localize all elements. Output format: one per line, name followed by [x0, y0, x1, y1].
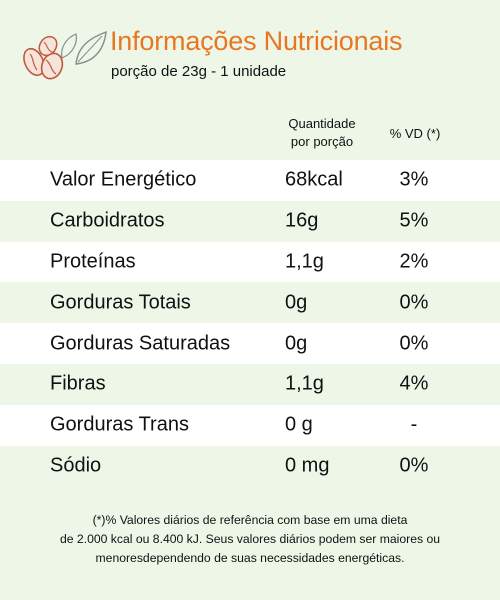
- nutrient-quantity: 0g: [285, 291, 308, 314]
- nutrient-quantity: 68kcal: [285, 168, 343, 191]
- nutrient-name: Proteínas: [50, 250, 136, 273]
- nutrient-daily-value: -: [410, 413, 418, 436]
- nutrient-name: Sódio: [50, 454, 102, 477]
- table-row: Gorduras Saturadas 0g 0%: [0, 323, 500, 364]
- nutrient-daily-value: 0%: [399, 332, 429, 355]
- nutrient-quantity: 0g: [285, 332, 308, 355]
- nutrient-daily-value: 0%: [399, 454, 429, 477]
- column-header-daily-value: % VD (*): [389, 126, 441, 141]
- serving-size: porção de 23g - 1 unidade: [111, 63, 287, 80]
- nutrient-daily-value: 2%: [399, 250, 429, 273]
- table-row: Gorduras Trans 0 g -: [0, 404, 500, 446]
- nutrient-quantity: 1,1g: [285, 250, 324, 273]
- page-title: Informações Nutricionais: [110, 26, 403, 56]
- table-row: Valor Energético 68kcal 3%: [0, 160, 500, 201]
- column-header-quantity: Quantidade por porção: [272, 115, 372, 151]
- table-row: Fibras 1,1g 4%: [0, 363, 500, 405]
- nutrient-name: Carboidratos: [50, 209, 165, 232]
- nuts-and-leaves-icon: [18, 24, 112, 84]
- nutrient-daily-value: 5%: [399, 209, 429, 232]
- column-header-quantity-line1: Quantidade: [288, 116, 356, 131]
- nutrient-name: Gorduras Totais: [50, 291, 191, 314]
- nutrient-quantity: 1,1g: [285, 372, 324, 395]
- footnote-line: de 2.000 kcal ou 8.400 kJ. Seus valores …: [59, 532, 441, 546]
- table-row: Gorduras Totais 0g 0%: [0, 282, 500, 324]
- nutrient-quantity: 16g: [285, 209, 319, 232]
- nutrient-name: Gorduras Trans: [50, 413, 189, 436]
- footnote-line: (*)% Valores diários de referência com b…: [92, 513, 408, 527]
- footnote: (*)% Valores diários de referência com b…: [20, 511, 480, 568]
- nutrient-name: Valor Energético: [50, 168, 197, 191]
- nutrient-name: Fibras: [50, 372, 106, 395]
- nutrient-daily-value: 0%: [399, 291, 429, 314]
- table-row: Proteínas 1,1g 2%: [0, 241, 500, 283]
- nutrient-quantity: 0 g: [285, 413, 313, 436]
- nutrition-table: Valor Energético 68kcal 3% Carboidratos …: [0, 160, 500, 487]
- nutrient-daily-value: 3%: [399, 168, 429, 191]
- footnote-line: menoresdependendo de suas necessidades e…: [95, 551, 405, 565]
- table-row: Sódio 0 mg 0%: [0, 445, 500, 487]
- nutrient-name: Gorduras Saturadas: [50, 332, 231, 355]
- column-header-quantity-line2: por porção: [290, 134, 354, 149]
- nutrient-quantity: 0 mg: [285, 454, 330, 477]
- nutrient-daily-value: 4%: [399, 372, 429, 395]
- table-row: Carboidratos 16g 5%: [0, 200, 500, 242]
